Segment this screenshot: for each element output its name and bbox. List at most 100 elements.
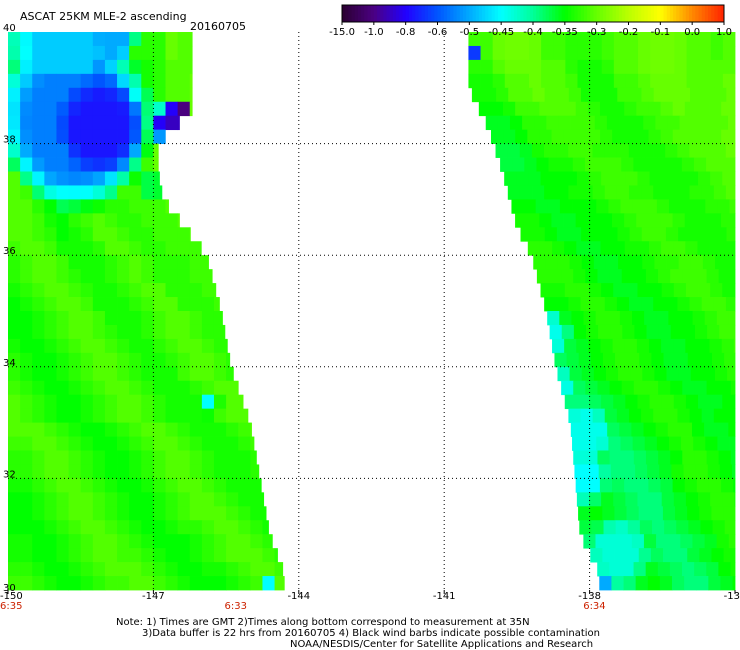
swath-cell <box>556 87 570 103</box>
swath-cell <box>504 171 517 186</box>
swath-cell <box>511 199 524 214</box>
swath-cell <box>80 87 94 103</box>
swath-cell <box>165 269 179 284</box>
swath-cell <box>104 436 118 451</box>
swath-cell <box>692 534 705 549</box>
swath-cell <box>672 213 686 228</box>
swath-cell <box>117 171 130 186</box>
swath-cell <box>480 73 494 89</box>
swath-cell <box>117 394 130 410</box>
swath-cell <box>587 101 601 117</box>
swath-cell <box>471 87 485 103</box>
swath-cell <box>652 520 665 535</box>
swath-cell <box>177 478 191 493</box>
swath-cell <box>601 32 615 47</box>
swath-cell <box>141 534 154 549</box>
swath-cell <box>701 408 715 423</box>
swath-cell <box>638 506 652 521</box>
swath-cell <box>141 311 154 326</box>
swath-cell <box>552 283 566 298</box>
swath-cell <box>117 408 130 423</box>
swath-cell <box>274 576 285 591</box>
swath-cell <box>153 157 159 172</box>
swath-cell <box>686 73 700 89</box>
swath-cell <box>153 115 166 131</box>
swath-cell <box>92 394 106 410</box>
colorbar-label: -1.0 <box>364 27 384 38</box>
swath-cell <box>8 464 21 479</box>
swath-cell <box>129 408 142 423</box>
swath-cell <box>189 464 203 479</box>
swath-cell <box>528 171 541 186</box>
swath-cell <box>68 478 82 493</box>
swath-cell <box>44 548 57 563</box>
swath-cell <box>546 115 559 131</box>
colorbar-segment <box>676 5 680 22</box>
swath-cell <box>129 380 142 396</box>
swath-cell <box>129 576 142 591</box>
swath-cell <box>589 73 603 89</box>
swath-cell <box>573 269 586 284</box>
colorbar-label: -0.2 <box>619 27 639 38</box>
swath-cell <box>141 408 154 423</box>
swath-cell <box>68 422 82 437</box>
swath-cell <box>177 311 191 326</box>
swath-cell <box>153 436 166 451</box>
swath-cell <box>153 129 166 144</box>
colorbar-segment <box>574 5 579 22</box>
colorbar-segment <box>392 5 397 22</box>
swath-cell <box>56 269 69 284</box>
swath-cell <box>104 45 118 61</box>
swath-cell <box>615 520 629 535</box>
swath-cell <box>612 101 625 117</box>
swath-cell <box>533 255 546 270</box>
swath-cell <box>609 450 623 465</box>
swath-cell <box>153 492 166 507</box>
swath-cell <box>621 157 634 172</box>
swath-cell <box>189 338 203 354</box>
swath-cell <box>540 171 554 186</box>
swath-cell <box>56 115 69 131</box>
swath-cell <box>117 87 130 103</box>
swath-cell <box>117 59 130 75</box>
swath-cell <box>80 269 94 284</box>
swath-cell <box>675 352 689 368</box>
swath-cell <box>129 394 142 410</box>
swath-cell <box>117 213 130 228</box>
swath-cell <box>165 311 179 326</box>
note-line-1: Note: 1) Times are GMT 2)Times along bot… <box>116 617 530 628</box>
swath-cell <box>702 366 716 382</box>
swath-cell <box>580 143 593 158</box>
swath-cell <box>607 534 621 549</box>
note-line-3: NOAA/NESDIS/Center for Satellite Applica… <box>290 639 593 650</box>
colorbar: -15.0 -1.0 -0.8 -0.6 -0.5 -0.45 -0.4 -0.35 -0.3-… <box>329 4 732 38</box>
colorbar-segment <box>558 5 563 22</box>
swath-cell <box>588 338 601 354</box>
swath-cell <box>153 199 166 214</box>
swath-cell <box>645 269 659 284</box>
swath-cell <box>730 269 736 284</box>
swath-cell <box>104 394 118 410</box>
x-tick-label: -141 <box>433 591 456 602</box>
colorbar-segment <box>456 5 461 22</box>
swath-cell <box>165 338 179 354</box>
swath-cell <box>92 213 106 228</box>
swath-cell <box>165 520 179 535</box>
swath-cell <box>20 227 33 242</box>
swath-cell <box>680 311 693 326</box>
swath-cell <box>104 185 118 200</box>
swath-cell <box>593 255 607 270</box>
swath-cell <box>638 73 651 89</box>
swath-cell <box>32 422 45 437</box>
colorbar-segment <box>650 5 655 22</box>
x-tick-label: -138 <box>578 591 601 602</box>
swath-cell <box>165 478 179 493</box>
swath-cell <box>80 394 94 410</box>
swath-cell <box>56 171 69 186</box>
swath-cell <box>661 283 675 298</box>
swath-cell <box>32 366 45 382</box>
swath-cell <box>129 73 142 89</box>
swath-cell <box>20 464 33 479</box>
swath-cell <box>141 464 154 479</box>
swath-cell <box>80 115 94 131</box>
